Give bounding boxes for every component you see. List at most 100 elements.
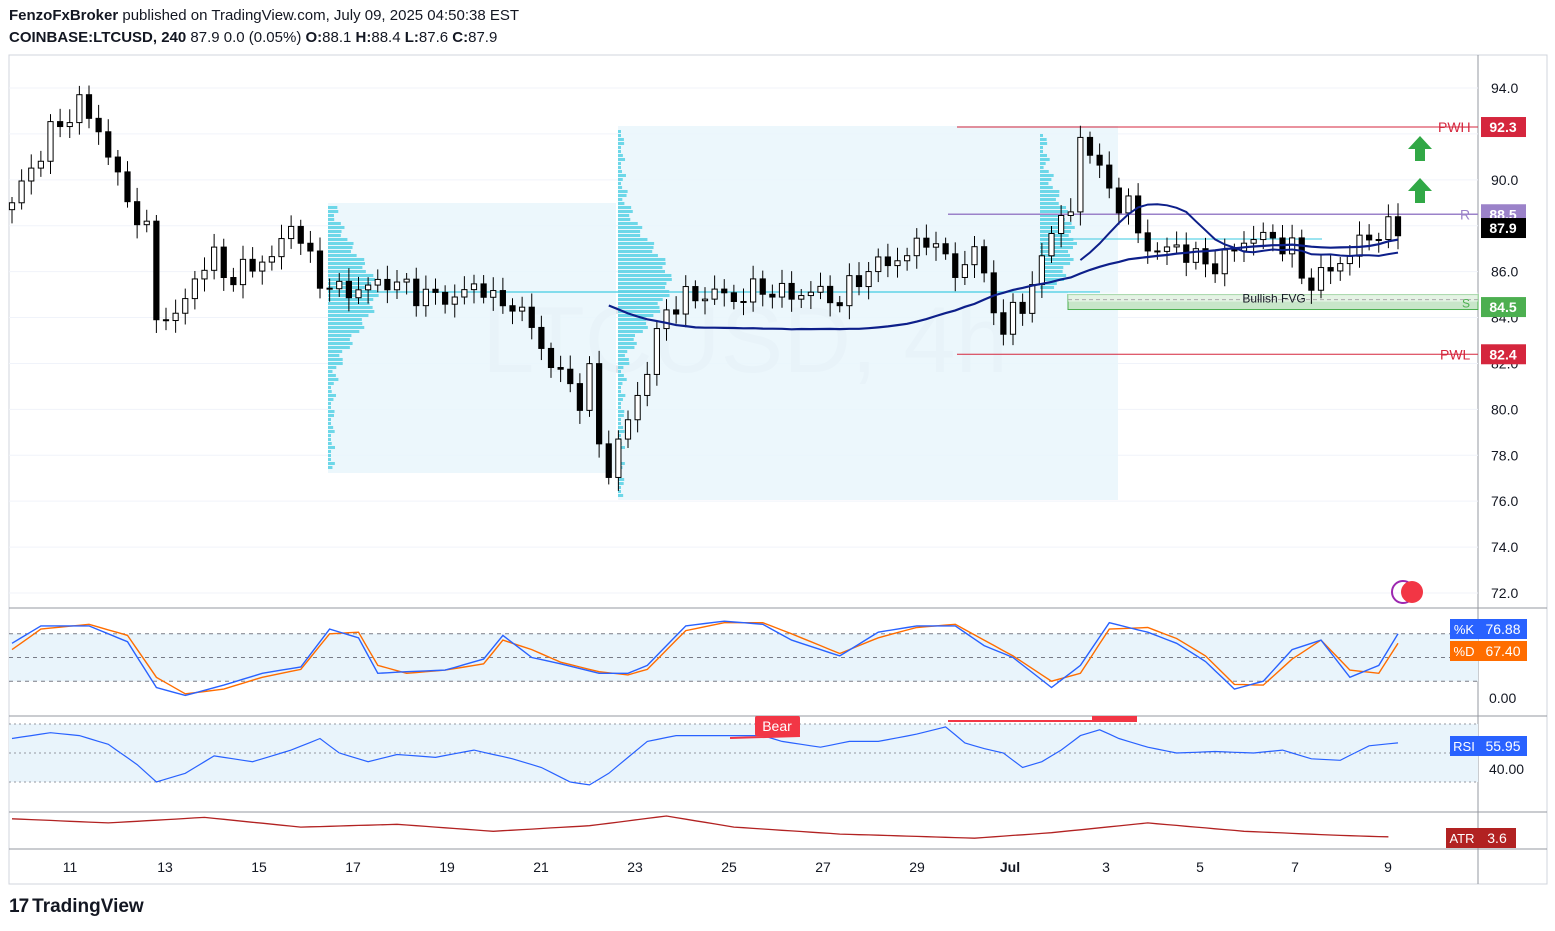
volume-profile-bar (328, 426, 334, 429)
candle-body (278, 238, 285, 258)
candle-body (759, 278, 766, 295)
candle (432, 278, 439, 305)
candle-body (769, 293, 776, 298)
volume-profile-bar (328, 246, 353, 249)
volume-profile-bar (618, 322, 647, 325)
candle-body (509, 305, 516, 312)
volume-profile-bar (618, 242, 655, 245)
volume-profile-bar (1040, 154, 1047, 157)
atr-value: 3.6 (1487, 830, 1507, 846)
volume-profile-bar (618, 362, 630, 365)
candle-body (470, 283, 478, 291)
candle (470, 274, 478, 304)
volume-profile-bar (618, 162, 621, 165)
volume-profile-bar (328, 382, 334, 385)
candle (18, 169, 25, 210)
volume-profile-bar (1040, 178, 1052, 181)
candle-body (788, 282, 795, 300)
candle (499, 277, 506, 314)
volume-profile-bar (328, 418, 331, 421)
volume-profile-bar (618, 134, 621, 137)
candle-body (1154, 250, 1161, 253)
rsi-value: 55.95 (1485, 738, 1520, 754)
candle (730, 284, 737, 310)
volume-profile-bar (1040, 146, 1043, 149)
volume-profile-bar (618, 398, 623, 401)
volume-profile-bar (328, 206, 338, 209)
candle (230, 267, 237, 292)
last-price-tag: 87.9 (1489, 220, 1516, 236)
publisher-name[interactable]: FenzoFxBroker (9, 7, 119, 24)
volume-profile-bar (618, 258, 666, 261)
candle (76, 85, 83, 135)
candle-body (1163, 246, 1171, 252)
candle (1260, 222, 1267, 250)
volume-profile-bar (1040, 142, 1048, 145)
candle-body (57, 121, 64, 128)
candle (750, 265, 757, 312)
candle-body (1058, 214, 1065, 235)
volume-profile-bar (328, 354, 340, 357)
candle (162, 307, 170, 331)
volume-profile-bar (618, 346, 635, 349)
volume-profile-bar (328, 214, 334, 217)
volume-profile-bar (618, 478, 625, 481)
volume-profile-bar (328, 342, 353, 345)
candle-body (817, 285, 824, 293)
volume-profile-bar (328, 294, 379, 297)
candle (1115, 177, 1122, 225)
rsi-line (11, 726, 1399, 786)
volume-profile-bar (618, 186, 623, 189)
candle-body (1144, 232, 1151, 252)
candle (307, 230, 314, 263)
volume-profile-bar (328, 370, 333, 373)
volume-profile-bar (328, 326, 365, 329)
volume-profile-bar (1040, 194, 1060, 197)
candle-body (701, 298, 709, 302)
volume-profile-bar (1040, 162, 1046, 165)
candle (1250, 225, 1257, 256)
volume-profile-bar (618, 202, 625, 205)
volume-profile-bar (1040, 202, 1059, 205)
candle (884, 243, 891, 278)
up-arrow-icon (1408, 136, 1432, 161)
candle (509, 298, 516, 325)
symbol-name[interactable]: COINBASE:LTCUSD, 240 (9, 29, 187, 46)
volume-profile-bar (618, 262, 666, 265)
tradingview-brand[interactable]: 17 TradingView (9, 896, 144, 918)
volume-profile-bar (618, 138, 624, 141)
pwh-label: PWH (1438, 119, 1471, 135)
candle-body (557, 367, 564, 370)
candle-body (1192, 248, 1199, 263)
candle-body (884, 256, 891, 267)
price-tick-label: 74.0 (1491, 539, 1518, 555)
candle (1337, 257, 1344, 281)
volume-profile-bar (618, 246, 654, 249)
candle-body (230, 277, 237, 286)
stoch-tick-label: 0.00 (1489, 690, 1516, 706)
candles (8, 85, 1402, 491)
volume-profile-bar (328, 334, 352, 337)
candle-body (18, 180, 25, 204)
candle (740, 288, 747, 316)
candle (605, 430, 612, 485)
candle (682, 275, 689, 328)
volume-profile-bar (618, 214, 630, 217)
candle-body (615, 438, 622, 478)
volume-profile-bar (328, 238, 348, 241)
candle-body (913, 237, 920, 257)
volume-profile-bar (618, 282, 667, 285)
fvg-price-tag: 84.5 (1489, 299, 1516, 315)
volume-profile-bar (1040, 206, 1067, 209)
candle (182, 288, 189, 325)
candle-body (952, 253, 959, 278)
rsi-value-bg (1479, 736, 1527, 756)
volume-profile-bar (328, 398, 334, 401)
volume-profile-bar (618, 142, 625, 145)
candle (345, 268, 352, 312)
candle-body (451, 296, 458, 305)
candle (365, 277, 372, 304)
volume-profile-bar (1040, 242, 1077, 245)
volume-profile-bar (618, 306, 660, 309)
